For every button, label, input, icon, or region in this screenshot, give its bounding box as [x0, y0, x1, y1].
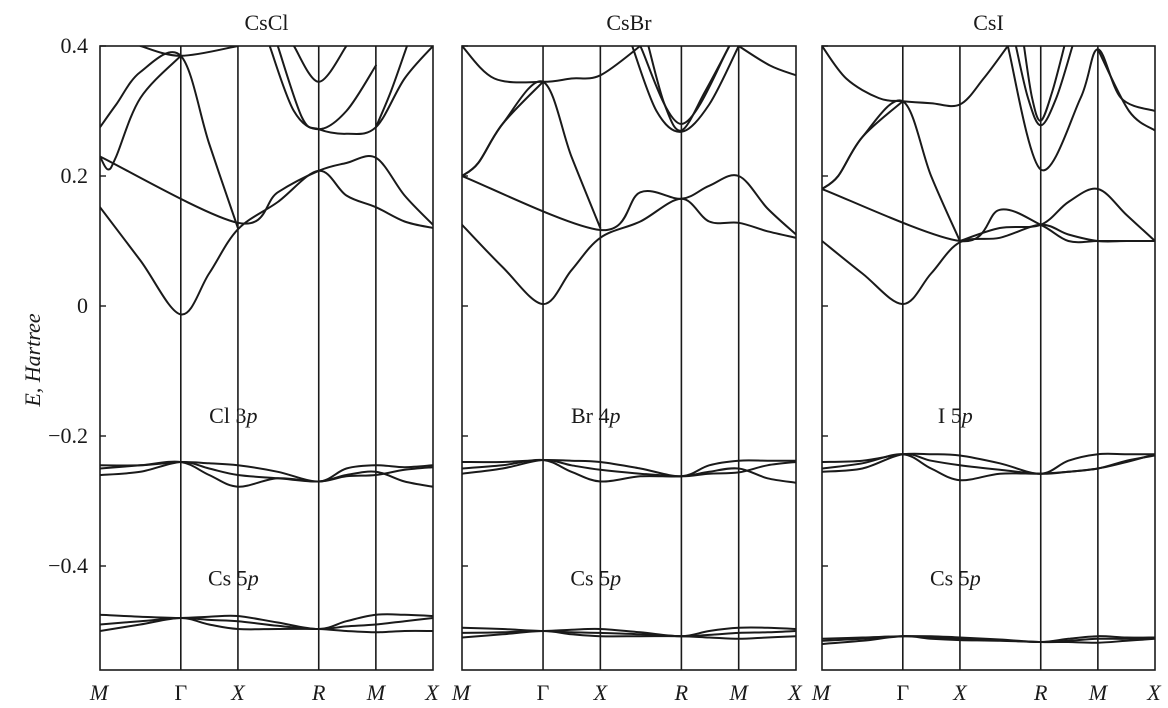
panel-csbr: CsBr M Γ X R M X Br 4p Cs 5p [451, 10, 803, 705]
band-line [822, 635, 1155, 644]
band-line [462, 80, 544, 177]
band-line [1014, 46, 1074, 127]
y-axis-label: E, Hartree [20, 313, 45, 408]
kpoint-label: X [1146, 680, 1162, 705]
kpoint-label: X [593, 680, 609, 705]
band-line [647, 46, 731, 132]
kpoint-label: M [811, 680, 832, 705]
plot-frame [99, 45, 434, 671]
plot-frame [461, 45, 797, 671]
band-line [462, 174, 796, 236]
band-line [822, 223, 1155, 306]
band-annotation: Cs 5p [570, 566, 621, 591]
y-tick-label: −0.4 [48, 553, 88, 578]
kpoint-label: R [674, 680, 689, 705]
band-line [631, 46, 740, 133]
panel-title: CsI [973, 10, 1004, 35]
band-line [100, 613, 433, 631]
kpoint-label: Γ [537, 680, 550, 705]
band-line [822, 188, 1155, 244]
kpoint-label: R [311, 680, 326, 705]
band-line [822, 46, 1009, 108]
band-line [639, 46, 731, 125]
band-annotation: Br 4p [571, 403, 621, 428]
kpoint-label: M [89, 680, 110, 705]
band-line [822, 453, 1155, 475]
kpoint-label: R [1033, 680, 1048, 705]
band-line [462, 458, 796, 478]
band-line [100, 155, 433, 226]
band-line [100, 460, 433, 483]
kpoint-label: X [952, 680, 968, 705]
kpoint-label: X [787, 680, 803, 705]
band-line [822, 100, 904, 190]
plot-frame [821, 45, 1156, 671]
band-line [292, 46, 348, 83]
band-line [462, 630, 796, 638]
y-tick-label: −0.2 [48, 423, 88, 448]
y-tick-label: 0.2 [61, 163, 89, 188]
band-line [822, 452, 1155, 475]
band-line [100, 169, 433, 316]
band-annotation: Cl 3p [209, 403, 257, 428]
band-line [462, 80, 602, 229]
band-annotation: Cs 5p [930, 566, 981, 591]
y-tick-label: 0 [77, 293, 88, 318]
band-annotation: I 5p [938, 403, 973, 428]
band-line [1096, 48, 1155, 132]
band-lines [462, 46, 796, 640]
band-lines [100, 46, 433, 634]
kpoint-label: M [366, 680, 387, 705]
panel-csi: CsI M Γ X R M X I 5p Cs 5p [811, 10, 1162, 705]
kpoint-label: X [230, 680, 246, 705]
band-line [374, 46, 408, 129]
band-line [100, 616, 433, 631]
panel-title: CsCl [244, 10, 288, 35]
band-line [276, 46, 433, 135]
band-line [958, 187, 1155, 242]
band-line [139, 46, 239, 57]
band-annotation: Cs 5p [208, 566, 259, 591]
panel-title: CsBr [606, 10, 652, 35]
band-lines [822, 46, 1155, 645]
band-line [100, 51, 239, 229]
band-line [737, 46, 796, 77]
band-line [462, 458, 796, 478]
band-line [1006, 46, 1155, 172]
kpoint-label: M [451, 680, 472, 705]
kpoint-label: Γ [896, 680, 909, 705]
kpoint-label: M [1088, 680, 1109, 705]
band-line [462, 197, 796, 306]
kpoint-label: M [729, 680, 750, 705]
kpoint-label: X [424, 680, 440, 705]
panel-cscl: CsCl M Γ X R M X 0.4 0.2 0 −0.2 −0.4 Cl 3p Cs 5p [48, 10, 440, 705]
band-line [462, 46, 642, 84]
band-line [822, 99, 961, 242]
band-line [1023, 46, 1066, 122]
y-tick-label: 0.4 [61, 33, 89, 58]
band-line [268, 46, 377, 131]
band-line [100, 54, 182, 171]
kpoint-label: Γ [174, 680, 187, 705]
